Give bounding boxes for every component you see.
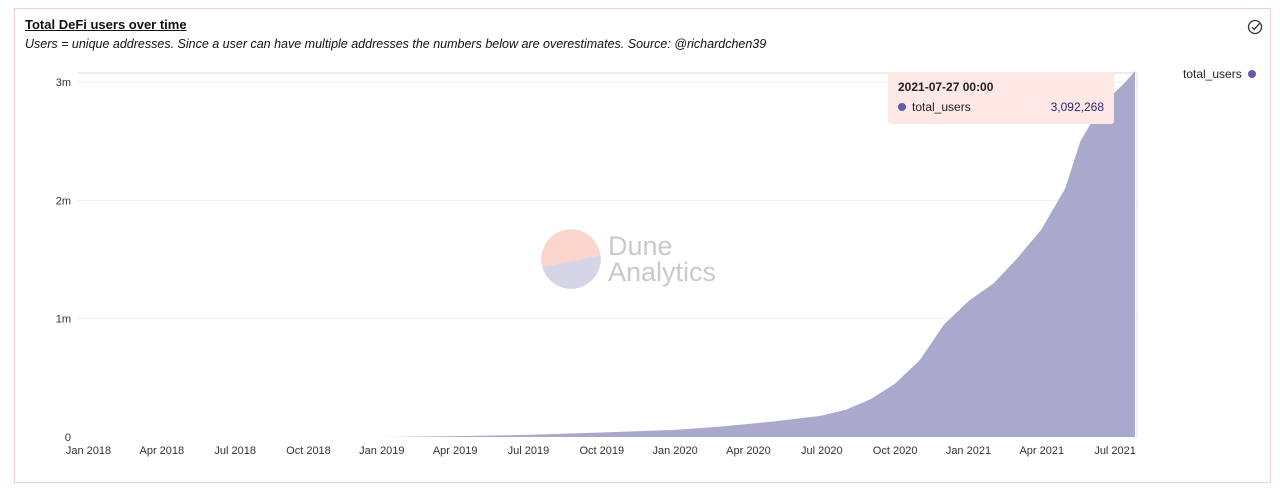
x-tick-label: Apr 2019 — [433, 445, 478, 457]
series-area-total-users[interactable] — [88, 71, 1136, 437]
y-axis: 0 1m 2m 3m — [56, 77, 71, 444]
x-tick-label: Oct 2019 — [579, 445, 624, 457]
x-tick-label: Apr 2018 — [140, 445, 185, 457]
x-tick-label: Apr 2021 — [1019, 445, 1064, 457]
x-tick-label: Jul 2019 — [508, 445, 550, 457]
x-tick-label: Jul 2021 — [1094, 445, 1136, 457]
x-tick-label: Oct 2018 — [286, 445, 331, 457]
x-tick-label: Jul 2020 — [801, 445, 843, 457]
y-tick-label: 3m — [56, 77, 71, 89]
x-tick-label: Jan 2019 — [359, 445, 404, 457]
y-tick-label: 1m — [56, 314, 71, 326]
chart-title[interactable]: Total DeFi users over time — [25, 17, 187, 32]
x-axis: Jan 2018 Apr 2018 Jul 2018 Oct 2018 Jan 2019… — [66, 445, 1136, 457]
legend[interactable]: total_users — [1183, 67, 1256, 81]
y-tick-label: 0 — [65, 432, 71, 444]
x-tick-label: Jan 2020 — [653, 445, 698, 457]
check-circle-icon[interactable] — [1247, 19, 1263, 35]
chart-subtitle: Users = unique addresses. Since a user c… — [25, 37, 767, 51]
y-tick-label: 2m — [56, 195, 71, 207]
tooltip-date: 2021-07-27 00:00 — [898, 80, 994, 94]
x-tick-label: Jan 2018 — [66, 445, 111, 457]
x-tick-label: Jan 2021 — [946, 445, 991, 457]
x-tick-label: Apr 2020 — [726, 445, 771, 457]
tooltip-series-label: total_users — [912, 100, 971, 114]
tooltip: 2021-07-27 00:00 total_users 3,092,268 — [888, 72, 1114, 124]
x-tick-label: Oct 2020 — [873, 445, 918, 457]
x-tick-label: Jul 2018 — [214, 445, 256, 457]
tooltip-series-dot — [898, 103, 906, 111]
legend-label: total_users — [1183, 67, 1242, 81]
legend-dot — [1247, 70, 1256, 78]
tooltip-value: 3,092,268 — [1050, 100, 1104, 114]
